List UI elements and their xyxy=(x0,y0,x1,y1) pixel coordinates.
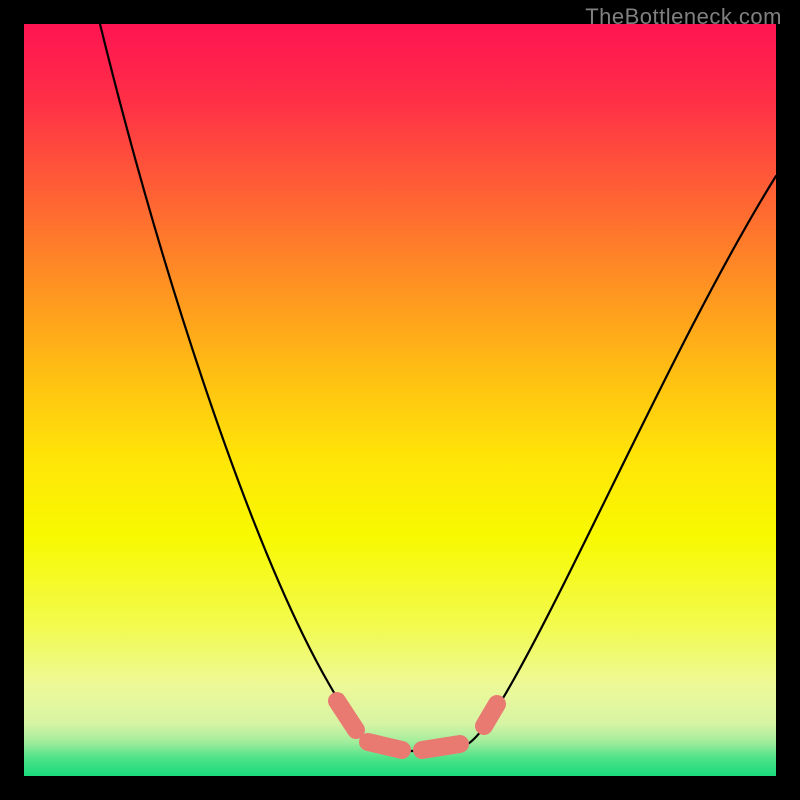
chart-container: TheBottleneck.com xyxy=(0,0,800,800)
marker-capsule xyxy=(422,744,460,750)
bottleneck-curve xyxy=(100,24,776,751)
marker-capsule xyxy=(337,701,356,730)
marker-capsule xyxy=(368,742,402,750)
watermark-text: TheBottleneck.com xyxy=(585,4,782,30)
plot-area xyxy=(24,24,776,776)
curve-overlay xyxy=(24,24,776,776)
marker-capsule xyxy=(484,704,497,726)
